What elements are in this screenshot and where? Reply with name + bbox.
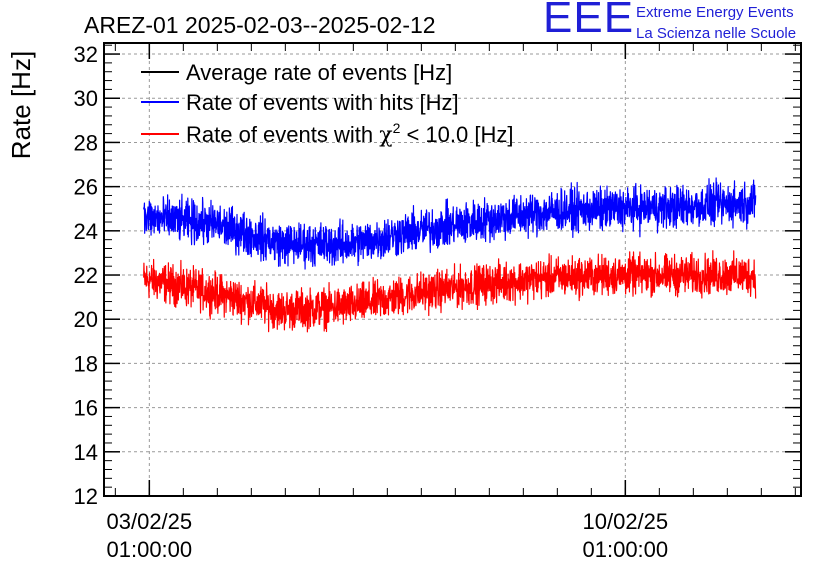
series-layer xyxy=(143,177,757,333)
y-tick-label: 26 xyxy=(74,175,98,200)
y-tick-label: 32 xyxy=(74,42,98,67)
y-tick-label: 16 xyxy=(74,396,98,421)
eee-logo-line2: La Scienza nelle Scuole xyxy=(636,25,797,42)
plot-frame xyxy=(103,42,802,497)
eee-logo-mark: EEE xyxy=(543,0,635,42)
legend-label-1: Rate of events with hits [Hz] xyxy=(186,90,459,115)
y-tick-label: 24 xyxy=(74,219,98,244)
y-axis-label: Rate [Hz] xyxy=(6,51,36,159)
eee-logo-line1: Extreme Energy Events xyxy=(636,4,794,21)
axis-ticks: 12 14 16 18 20 22 24 26 28 30 32 03/02/25 01:00:00 10… xyxy=(74,42,801,562)
y-tick-label: 20 xyxy=(74,307,98,332)
legend-label-0: Average rate of events [Hz] xyxy=(186,60,452,85)
x-tick-label-time: 01:00:00 xyxy=(107,537,193,562)
x-tick-label-date: 03/02/25 xyxy=(107,509,193,534)
y-tick-label: 28 xyxy=(74,130,98,155)
y-tick-label: 18 xyxy=(74,351,98,376)
chart-title: AREZ-01 2025-02-03--2025-02-12 xyxy=(84,12,436,38)
y-tick-label: 12 xyxy=(74,484,98,509)
legend-label-2: Rate of events with χ2 < 10.0 [Hz] xyxy=(186,120,513,148)
y-tick-label: 22 xyxy=(74,263,98,288)
series-line-1 xyxy=(143,177,757,270)
y-tick-label: 30 xyxy=(74,86,98,111)
y-tick-label: 14 xyxy=(74,440,98,465)
series-line-2 xyxy=(143,250,757,333)
legend: Average rate of events [Hz] Rate of event… xyxy=(141,60,513,148)
x-tick-label-time: 01:00:00 xyxy=(583,537,669,562)
x-tick-label-date: 10/02/25 xyxy=(583,509,669,534)
